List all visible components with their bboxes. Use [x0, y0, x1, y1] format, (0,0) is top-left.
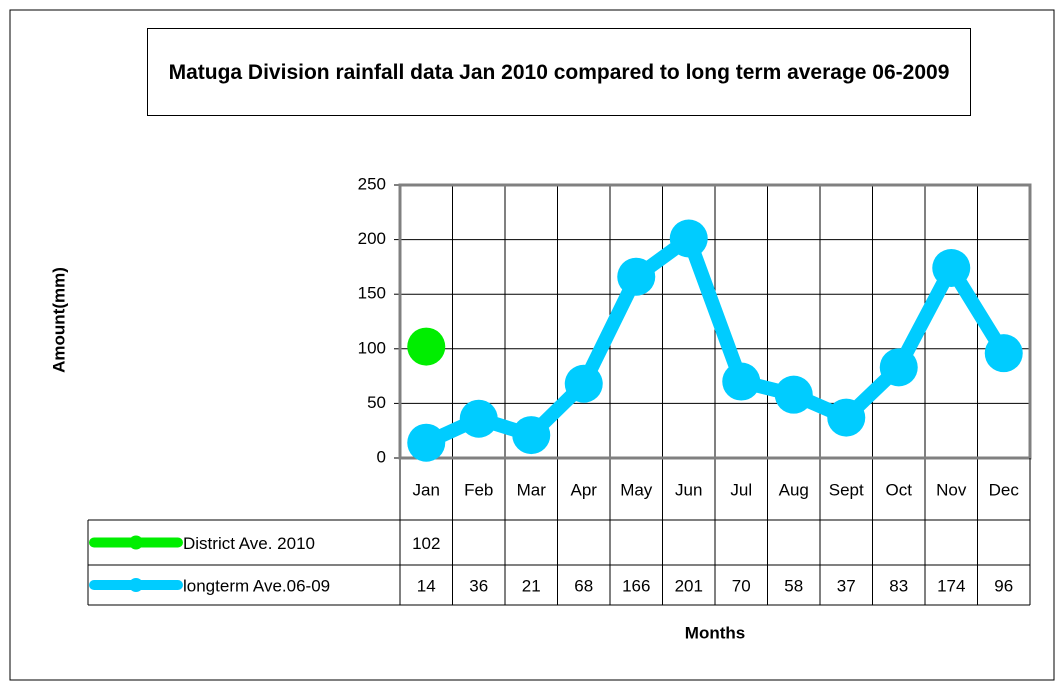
table-value: 96: [994, 576, 1013, 595]
data-point: [512, 416, 551, 455]
y-tick-label: 100: [358, 338, 386, 357]
y-tick-label: 150: [358, 284, 386, 303]
data-point: [932, 248, 971, 287]
y-tick-label: 50: [367, 393, 386, 412]
data-point: [984, 334, 1023, 373]
x-tick-label: May: [620, 480, 653, 499]
table-value: 174: [937, 576, 965, 595]
data-point: [774, 375, 813, 414]
plot-border: [398, 183, 1032, 460]
table-value: 58: [784, 576, 803, 595]
x-tick-label: Nov: [936, 480, 967, 499]
x-tick-label: Jul: [730, 480, 752, 499]
legend-label: District Ave. 2010: [183, 534, 315, 553]
table-value: 37: [837, 576, 856, 595]
table-value: 36: [469, 576, 488, 595]
y-tick-label: 0: [377, 447, 386, 466]
x-tick-label: Oct: [886, 480, 913, 499]
table-value: 201: [675, 576, 703, 595]
data-point: [564, 364, 603, 403]
data-point: [722, 362, 761, 401]
table-value: 166: [622, 576, 650, 595]
data-point: [407, 423, 446, 462]
legend-marker: [129, 535, 143, 550]
data-point: [879, 348, 918, 387]
legend-marker: [129, 578, 143, 592]
table-value: 102: [412, 534, 440, 553]
table-value: 70: [732, 576, 751, 595]
x-tick-label: Apr: [571, 480, 598, 499]
x-tick-label: Jun: [675, 480, 702, 499]
x-tick-label: Sept: [829, 480, 864, 499]
data-point: [827, 398, 866, 437]
x-tick-label: Mar: [517, 480, 547, 499]
chart-title: Matuga Division rainfall data Jan 2010 c…: [147, 28, 971, 116]
table-value: 68: [574, 576, 593, 595]
chart-border: [9, 9, 1055, 681]
table-value: 83: [889, 576, 908, 595]
x-tick-label: Jan: [413, 480, 440, 499]
y-axis-label: Amount(mm): [49, 267, 68, 373]
x-tick-label: Feb: [464, 480, 493, 499]
y-tick-label: 200: [358, 229, 386, 248]
table-value: 14: [417, 576, 436, 595]
data-point: [459, 399, 498, 438]
data-point: [617, 257, 656, 296]
legend-label: longterm Ave.06-09: [183, 576, 330, 595]
x-tick-label: Dec: [989, 480, 1020, 499]
x-tick-label: Aug: [779, 480, 809, 499]
x-axis-label: Months: [685, 623, 745, 642]
data-point: [669, 219, 708, 258]
table-value: 21: [522, 576, 541, 595]
data-point: [407, 327, 446, 366]
y-tick-label: 250: [358, 174, 386, 193]
